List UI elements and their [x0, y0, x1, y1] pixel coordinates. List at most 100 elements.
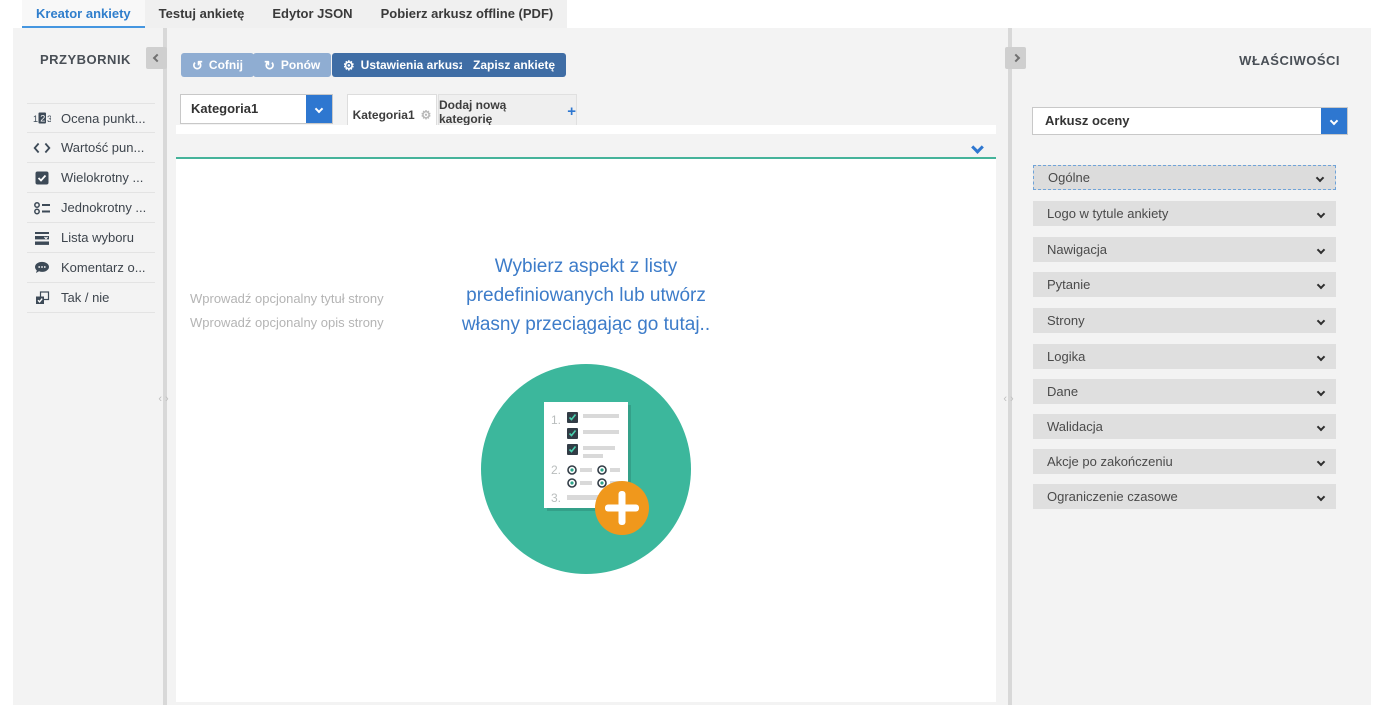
accordion-validation[interactable]: Walidacja: [1033, 414, 1336, 439]
save-survey-button[interactable]: Zapisz ankietę: [462, 53, 567, 77]
svg-text:1: 1: [33, 114, 38, 124]
page-description-placeholder[interactable]: Wprowadź opcjonalny opis strony: [190, 315, 384, 330]
chevron-down-icon: [314, 104, 324, 114]
save-label: Zapisz ankietę: [473, 58, 556, 72]
chevron-down-icon: [1316, 316, 1326, 325]
chevron-down-icon: [1316, 280, 1326, 289]
properties-title: WŁAŚCIWOŚCI: [1239, 53, 1340, 68]
page-header-strip: [176, 134, 996, 157]
page-selector-button[interactable]: [306, 95, 332, 123]
add-category-label: Dodaj nową kategorię: [439, 97, 507, 126]
collapse-toolbox-button[interactable]: [146, 47, 167, 69]
category-tab-label: Kategoria1: [352, 107, 415, 122]
settings-label: Ustawienia arkusza: [360, 58, 472, 72]
checkbox-rows: [567, 412, 619, 458]
accordion-label: Pytanie: [1047, 277, 1091, 292]
chevron-right-icon: [1011, 53, 1020, 63]
page-title-placeholder[interactable]: Wprowadź opcjonalny tytuł strony: [190, 291, 384, 306]
object-selector-button[interactable]: [1321, 108, 1347, 134]
accordion-label: Strony: [1047, 313, 1085, 328]
toolbox-item-label: Jednokrotny ...: [61, 200, 147, 215]
accordion-label: Ogólne: [1048, 170, 1090, 185]
chevron-down-icon: [1329, 116, 1339, 126]
undo-button[interactable]: ↺ Cofnij: [181, 53, 254, 77]
list-number: 1.: [551, 413, 561, 427]
add-category-tab[interactable]: Dodaj nową kategorię +: [438, 94, 577, 128]
left-splitter[interactable]: [163, 28, 167, 705]
object-selector-dropdown[interactable]: Arkusz oceny: [1032, 107, 1348, 135]
chevron-down-icon: [1316, 245, 1326, 254]
accordion-data[interactable]: Dane: [1033, 379, 1336, 404]
survey-settings-button[interactable]: ⚙ Ustawienia arkusza: [332, 53, 483, 77]
accordion-label: Nawigacja: [1047, 242, 1107, 257]
toolbox-item-label: Wielokrotny ...: [61, 170, 144, 185]
accordion-time-limit[interactable]: Ograniczenie czasowe: [1033, 484, 1336, 509]
accordion-label: Walidacja: [1047, 419, 1103, 434]
chevron-down-icon: [1316, 209, 1326, 218]
undo-label: Cofnij: [208, 58, 243, 72]
hint-line: własny przeciągając go tutaj..: [461, 314, 711, 335]
object-selector-value: Arkusz oceny: [1045, 113, 1130, 128]
accordion-label: Logo w tytule ankiety: [1047, 206, 1169, 221]
page-selector-dropdown[interactable]: Kategoria1: [180, 94, 333, 124]
toolbox-item-dropdown[interactable]: Lista wyboru: [27, 223, 155, 253]
accordion-logic[interactable]: Logika: [1033, 344, 1336, 369]
list-number: 3.: [551, 491, 561, 505]
accordion-logo[interactable]: Logo w tytule ankiety: [1033, 201, 1336, 226]
rating-icon: 1. 1 2 3: [33, 112, 51, 124]
toolbox-item-expression[interactable]: Wartość pun...: [27, 133, 155, 163]
toolbox-item-rating[interactable]: 1. 1 2 3 Ocena punkt...: [27, 103, 155, 133]
toolbox-item-boolean[interactable]: Tak / nie: [27, 283, 155, 313]
empty-page-hint: Wybierz aspekt z listy predefiniowanych …: [176, 252, 996, 339]
toolbox-item-label: Ocena punkt...: [61, 110, 146, 126]
radiogroup-icon: [34, 201, 50, 214]
toolbox-item-label: Tak / nie: [61, 290, 110, 305]
comment-icon: [35, 261, 49, 273]
empty-page-illustration: 1. 2.: [481, 364, 691, 574]
dropdown-icon: [35, 231, 49, 245]
undo-icon: ↺: [192, 57, 203, 73]
plus-icon: +: [567, 103, 576, 120]
redo-label: Ponów: [280, 58, 321, 72]
tab-download-offline-pdf[interactable]: Pobierz arkusz offline (PDF): [380, 6, 554, 21]
toolbox-title: PRZYBORNIK: [40, 52, 131, 67]
accordion-navigation[interactable]: Nawigacja: [1033, 237, 1336, 262]
gear-icon: ⚙: [343, 57, 355, 73]
tab-test-survey[interactable]: Testuj ankietę: [158, 6, 245, 21]
list-number: 2.: [551, 463, 561, 477]
toolbox-item-radiogroup[interactable]: Jednokrotny ...: [27, 193, 155, 223]
accordion-label: Akcje po zakończeniu: [1047, 454, 1173, 469]
toolbox-item-checkbox[interactable]: Wielokrotny ...: [27, 163, 155, 193]
collapse-properties-button[interactable]: [1005, 47, 1026, 69]
toolbox-item-comment[interactable]: Komentarz o...: [27, 253, 155, 283]
left-resize-handle[interactable]: ‹›: [158, 393, 172, 405]
toolbox-item-label: Wartość pun...: [61, 140, 145, 155]
checkbox-icon: [35, 171, 49, 184]
redo-button[interactable]: ↻ Ponów: [253, 53, 332, 77]
accordion-pages[interactable]: Strony: [1033, 308, 1336, 333]
chevron-down-icon: [1316, 387, 1326, 396]
accordion-completed-actions[interactable]: Akcje po zakończeniu: [1033, 449, 1336, 474]
accordion-general[interactable]: Ogólne: [1033, 165, 1336, 190]
category-settings-icon[interactable]: ⚙: [420, 107, 432, 122]
toolbox-panel: PRZYBORNIK 1. 1 2 3 Ocena punkt... Warto…: [13, 28, 163, 705]
accordion-label: Logika: [1047, 349, 1086, 364]
right-resize-handle[interactable]: ‹›: [1003, 393, 1017, 405]
add-question-badge: [595, 481, 649, 535]
radio-rows: [567, 465, 620, 488]
chevron-down-icon: [971, 141, 984, 154]
chevron-down-icon: [1316, 457, 1326, 466]
accordion-label: Ograniczenie czasowe: [1047, 489, 1178, 504]
tab-survey-designer[interactable]: Kreator ankiety: [22, 0, 145, 29]
chevron-down-icon: [1316, 422, 1326, 431]
accordion-question[interactable]: Pytanie: [1033, 272, 1336, 297]
tab-json-editor[interactable]: Edytor JSON: [272, 6, 353, 21]
toolbox-item-label: Lista wyboru: [61, 230, 134, 245]
page-selector-value: Kategoria1: [191, 101, 259, 116]
right-splitter[interactable]: [1008, 28, 1012, 705]
toolbox-list: 1. 1 2 3 Ocena punkt... Wartość pun...: [27, 103, 155, 313]
expression-icon: [33, 142, 51, 153]
redo-icon: ↻: [264, 57, 275, 73]
page-collapse-button[interactable]: [971, 139, 984, 157]
